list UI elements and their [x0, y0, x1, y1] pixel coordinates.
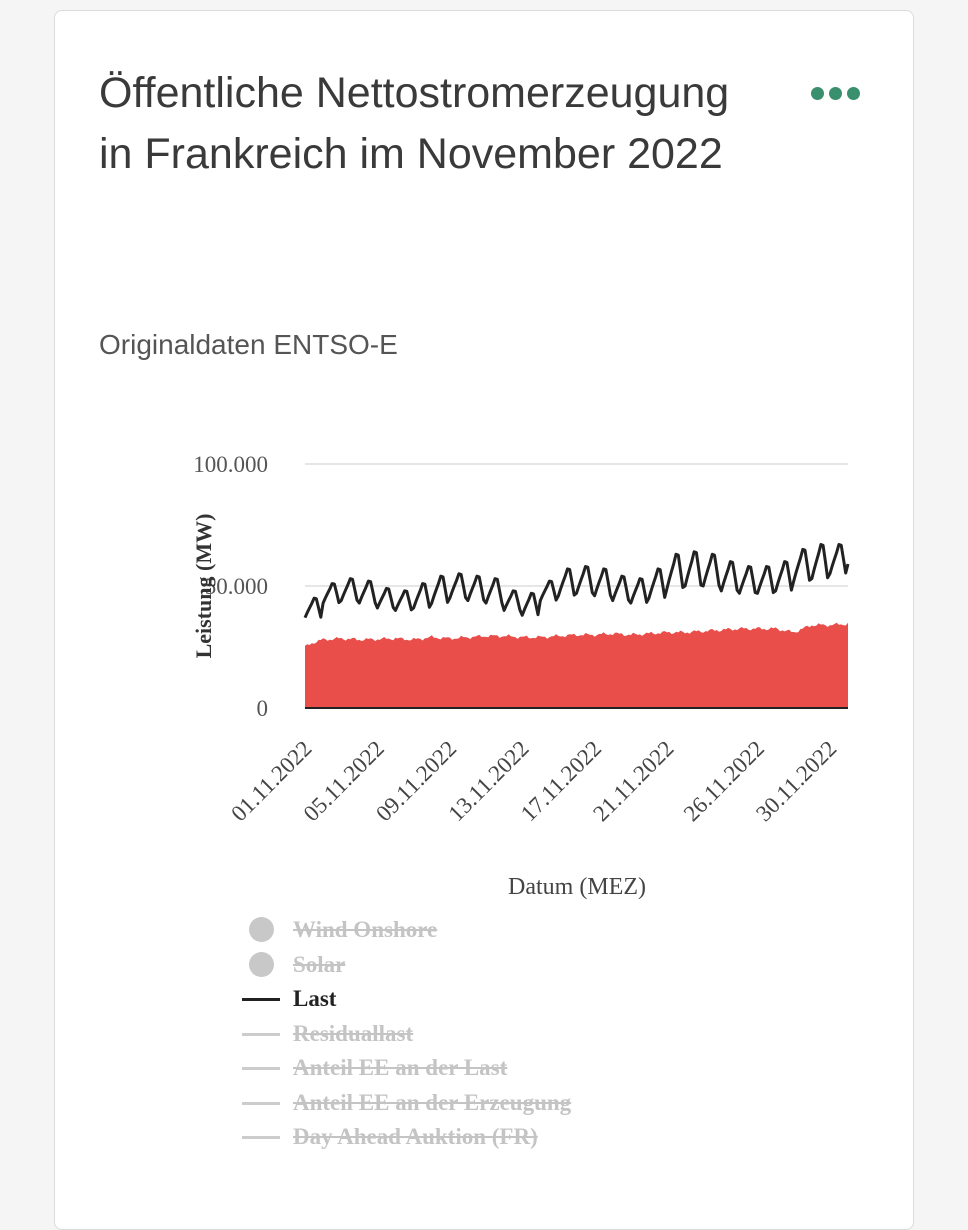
series-line-last [303, 543, 850, 619]
chart-legend: Wind Onshore Solar Last Residuallast Anteil … [241, 913, 571, 1155]
legend-line-icon [241, 984, 281, 1014]
legend-label: Wind Onshore [293, 917, 438, 943]
legend-label: Day Ahead Auktion (FR) [293, 1124, 538, 1150]
menu-dot [847, 87, 860, 100]
chart-title: Öffentliche Nettostromerzeugung in Frank… [99, 69, 730, 178]
legend-item[interactable]: Wind Onshore [241, 913, 571, 948]
legend-line-icon [241, 1122, 281, 1152]
y-tick-label: 50.000 [205, 574, 268, 599]
legend-circle-icon [241, 950, 281, 980]
legend-line-icon [241, 1088, 281, 1118]
legend-label: Solar [293, 951, 346, 977]
y-tick-label: 0 [257, 696, 269, 721]
legend-line-icon [241, 1053, 281, 1083]
menu-dot [829, 87, 842, 100]
legend-item[interactable]: Anteil EE an der Erzeugung [241, 1086, 571, 1121]
menu-dot [811, 87, 824, 100]
legend-line-icon [241, 1019, 281, 1049]
y-tick-label: 100.000 [193, 452, 268, 477]
legend-label: Residuallast [293, 1020, 414, 1046]
legend-item[interactable]: Last [241, 982, 571, 1017]
legend-item[interactable]: Day Ahead Auktion (FR) [241, 1120, 571, 1155]
legend-label: Last [293, 986, 337, 1012]
legend-item[interactable]: Residuallast [241, 1017, 571, 1052]
x-axis-label: Datum (MEZ) [508, 874, 646, 900]
series-area [305, 622, 848, 708]
legend-circle-icon [241, 915, 281, 945]
more-dots-icon[interactable] [807, 83, 864, 104]
y-axis-label: Leistung (MW) [191, 514, 216, 659]
legend-item[interactable]: Solar [241, 948, 571, 983]
legend-label: Anteil EE an der Last [293, 1055, 508, 1081]
chart-card: Öffentliche Nettostromerzeugung in Frank… [54, 10, 914, 1230]
legend-item[interactable]: Anteil EE an der Last [241, 1051, 571, 1086]
chart-subtitle: Originaldaten ENTSO-E [99, 329, 398, 360]
legend-label: Anteil EE an der Erzeugung [293, 1089, 572, 1115]
